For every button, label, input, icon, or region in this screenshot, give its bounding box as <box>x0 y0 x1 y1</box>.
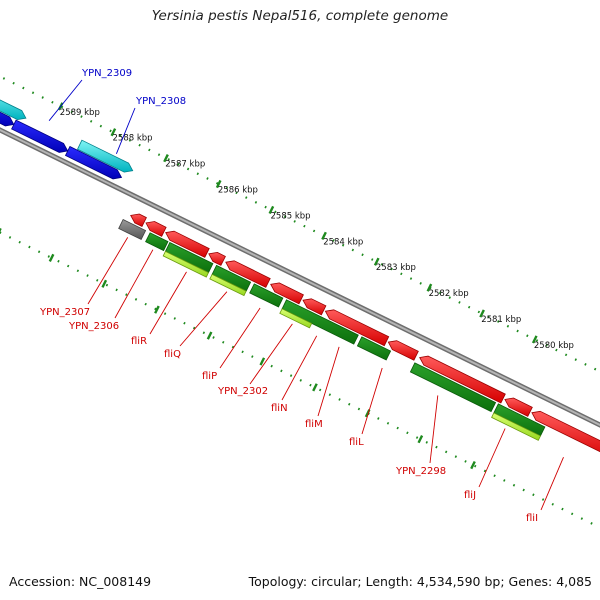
reverse-gene-block <box>281 299 359 345</box>
tick-label: 2583 kbp <box>376 263 416 273</box>
gene-leader-line <box>219 307 261 369</box>
reverse-cds-arrow <box>419 355 506 404</box>
gene-leader-line <box>87 237 129 305</box>
gene-label: YPN_2306 <box>68 321 119 332</box>
reverse-cds-arrow <box>324 309 390 347</box>
reverse-cds-arrow <box>208 251 226 266</box>
scale-tick <box>259 357 266 366</box>
pseudogene-block <box>118 218 147 241</box>
tick-label: 2582 kbp <box>429 289 469 299</box>
scale-tick <box>470 460 476 470</box>
gene-label: fliP <box>202 371 217 382</box>
gene-leader-line <box>429 395 439 464</box>
tick-label: 2588 kbp <box>113 134 153 144</box>
gene-label: YPN_2302 <box>217 386 268 397</box>
scale-tick <box>206 331 213 340</box>
reverse-cds-arrow <box>531 410 600 453</box>
scale-tick <box>110 128 117 137</box>
forward-cds-arrow <box>0 99 27 121</box>
reverse-cds-arrow <box>387 340 419 361</box>
scale-tick <box>321 231 327 240</box>
scale-tick <box>531 335 538 344</box>
tick-label: 2586 kbp <box>218 186 258 196</box>
scale-tick <box>312 383 318 392</box>
scale-tick <box>426 283 433 292</box>
gene-leader-line <box>48 79 83 121</box>
inner-scale-ring <box>0 231 596 527</box>
gene-label: fliJ <box>464 490 476 501</box>
gene-label: fliM <box>305 419 323 430</box>
reverse-cds-arrow <box>270 282 304 305</box>
gene-label: fliI <box>526 513 538 524</box>
gene-leader-line <box>281 335 318 401</box>
reverse-gene-block <box>145 232 169 252</box>
reverse-cds-arrow <box>504 397 533 417</box>
tick-label: 2585 kbp <box>271 211 311 221</box>
reverse-cds-arrow <box>165 230 210 258</box>
tick-label: 2589 kbp <box>60 108 100 118</box>
reverse-cds-arrow <box>145 221 167 237</box>
gene-label: YPN_2309 <box>81 68 132 79</box>
gene-leader-line <box>114 249 154 319</box>
genome-map: 2589 kbp 2588 kbp 2587 kbp 2586 kbp 2585 kbp… <box>0 68 600 527</box>
reverse-gene-block <box>409 362 497 413</box>
scale-tick <box>373 257 380 266</box>
reverse-gene-band <box>491 412 542 441</box>
reverse-cds-arrow <box>225 260 271 288</box>
reverse-cds-arrow <box>302 298 327 316</box>
gene-label: fliQ <box>164 349 181 360</box>
gene-label: YPN_2298 <box>395 466 446 477</box>
scale-tick <box>417 435 424 444</box>
accession-text: Accession: NC_008149 <box>9 574 152 589</box>
gene-leader-line <box>317 346 340 417</box>
outer-scale-ring <box>2 77 600 373</box>
tick-label: 2581 kbp <box>481 315 521 325</box>
tick-label: 2587 kbp <box>165 160 205 170</box>
gene-leader-line <box>540 457 564 511</box>
scale-tick <box>0 228 2 233</box>
reverse-gene-block <box>249 283 284 308</box>
forward-gene-arrow <box>11 119 69 153</box>
reverse-gene-band <box>162 250 210 278</box>
gene-label: YPN_2308 <box>135 96 186 107</box>
gene-leader-line <box>179 291 228 347</box>
scale-tick <box>101 279 108 288</box>
genome-info-text: Topology: circular; Length: 4,534,590 bp… <box>248 574 592 589</box>
map-title: Yersinia pestis Nepal516, complete genom… <box>151 8 449 24</box>
forward-gene-arrow <box>64 145 123 180</box>
reverse-cds-arrow <box>130 213 147 228</box>
reverse-gene-band <box>209 273 247 297</box>
scale-tick <box>268 205 275 215</box>
gene-label: YPN_2307 <box>39 307 90 318</box>
gene-leader-line <box>249 323 293 385</box>
gene-label: fliL <box>349 437 364 448</box>
scale-tick <box>215 179 222 189</box>
tick-label: 2580 kbp <box>534 341 574 351</box>
tick-label: 2584 kbp <box>323 237 363 247</box>
scale-tick <box>154 305 160 314</box>
reverse-gene-block <box>356 336 392 361</box>
gene-label: fliN <box>271 403 288 414</box>
gene-leader-line <box>149 271 187 335</box>
scale-tick <box>48 253 55 262</box>
gene-label: fliR <box>131 336 147 347</box>
scale-tick <box>479 309 485 318</box>
reverse-gene-band <box>279 308 313 329</box>
gene-leader-line <box>361 367 383 435</box>
forward-gene-arrow <box>0 111 15 127</box>
gene-leader-line <box>115 107 136 154</box>
forward-cds-arrow <box>76 139 134 173</box>
gene-leader-line <box>478 428 506 488</box>
scale-tick <box>163 154 169 163</box>
